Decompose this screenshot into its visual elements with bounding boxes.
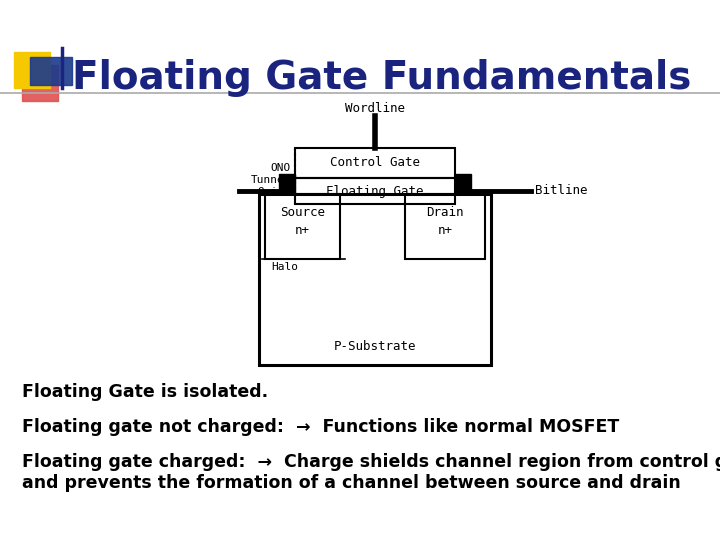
Text: Floating gate charged:  →  Charge shields channel region from control gate
and p: Floating gate charged: → Charge shields … bbox=[22, 453, 720, 492]
Bar bbox=[14, 52, 50, 88]
Text: Halo: Halo bbox=[271, 262, 298, 272]
Bar bbox=[455, 174, 471, 194]
Text: Wordline: Wordline bbox=[345, 102, 405, 114]
Bar bbox=[30, 57, 72, 85]
Bar bbox=[295, 148, 455, 178]
Text: Floating Gate is isolated.: Floating Gate is isolated. bbox=[22, 383, 268, 401]
Text: ONO
Tunnel
Oxide: ONO Tunnel Oxide bbox=[251, 164, 291, 197]
Bar bbox=[279, 174, 295, 194]
Text: P-Substrate: P-Substrate bbox=[334, 341, 416, 354]
Bar bbox=[295, 178, 455, 204]
Text: Floating Gate: Floating Gate bbox=[326, 185, 424, 198]
Text: Floating gate not charged:  →  Functions like normal MOSFET: Floating gate not charged: → Functions l… bbox=[22, 418, 619, 436]
Bar bbox=[259, 194, 491, 365]
Text: Control Gate: Control Gate bbox=[330, 157, 420, 170]
Bar bbox=[22, 65, 58, 101]
Text: Bitline: Bitline bbox=[535, 185, 588, 198]
Text: Source
n+: Source n+ bbox=[280, 206, 325, 238]
Text: Floating Gate Fundamentals: Floating Gate Fundamentals bbox=[72, 59, 691, 97]
Text: Drain
n+: Drain n+ bbox=[426, 206, 464, 238]
Bar bbox=[405, 194, 485, 259]
